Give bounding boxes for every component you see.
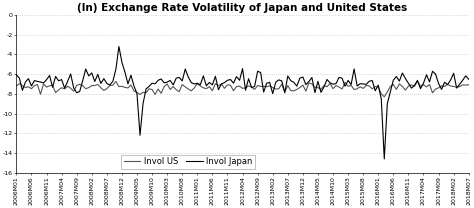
lnvol Japan <box>382 158 387 160</box>
lnvol Japan <box>116 45 122 48</box>
lnvol US <box>415 80 420 83</box>
Legend: lnvol US, lnvol Japan: lnvol US, lnvol Japan <box>121 155 255 168</box>
lnvol Japan <box>237 79 242 82</box>
lnvol US <box>463 84 469 86</box>
lnvol Japan <box>466 78 472 80</box>
lnvol US <box>382 95 387 98</box>
lnvol Japan <box>291 81 297 84</box>
lnvol US <box>288 89 293 92</box>
lnvol Japan <box>14 74 19 76</box>
lnvol Japan <box>333 82 339 85</box>
lnvol Japan <box>176 76 182 79</box>
lnvol US <box>300 84 306 86</box>
lnvol Japan <box>463 75 469 77</box>
lnvol US <box>234 85 239 88</box>
Line: lnvol Japan: lnvol Japan <box>17 47 469 159</box>
Line: lnvol US: lnvol US <box>17 81 469 97</box>
Title: (ln) Exchange Rate Volatility of Japan and United States: (ln) Exchange Rate Volatility of Japan a… <box>77 3 408 13</box>
lnvol US <box>330 87 336 90</box>
lnvol US <box>173 88 179 91</box>
lnvol US <box>14 85 19 87</box>
lnvol Japan <box>303 83 309 86</box>
lnvol US <box>466 84 472 86</box>
